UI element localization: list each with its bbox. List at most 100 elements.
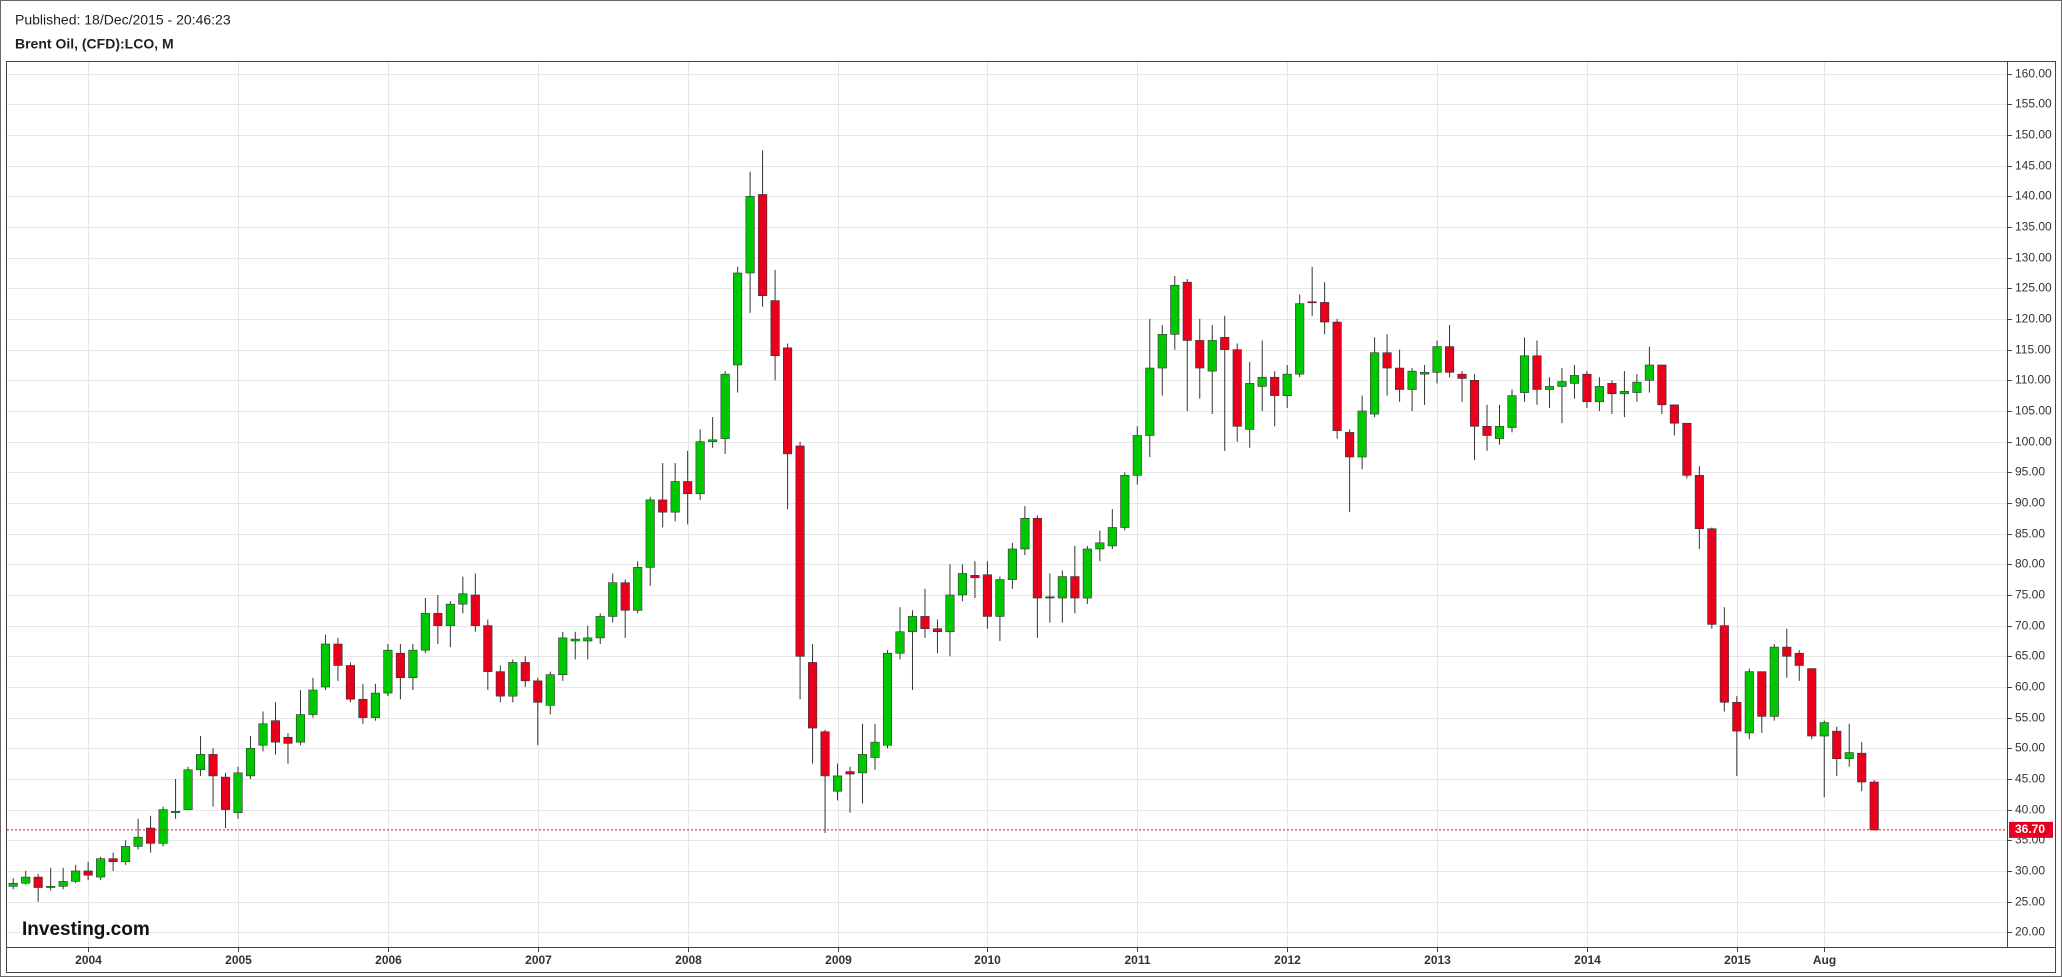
y-tick-label: 70.00 bbox=[2015, 619, 2045, 633]
y-tick-label: 75.00 bbox=[2015, 588, 2045, 602]
candle-body bbox=[1332, 321, 1342, 431]
candle-body bbox=[670, 481, 680, 513]
candle-body bbox=[720, 373, 730, 439]
x-tick-label: 2004 bbox=[75, 953, 102, 967]
candle-body bbox=[770, 300, 780, 357]
candle-body bbox=[1295, 303, 1305, 375]
y-tick-label: 25.00 bbox=[2015, 895, 2045, 909]
candle-body bbox=[108, 858, 118, 863]
candle-body bbox=[1032, 517, 1042, 599]
candle-body bbox=[533, 680, 543, 703]
candle-body bbox=[408, 649, 418, 679]
candle-body bbox=[1182, 281, 1192, 341]
candle-body bbox=[283, 736, 293, 744]
candle-body bbox=[183, 769, 193, 810]
candle-body bbox=[1807, 668, 1817, 737]
y-tick-label: 40.00 bbox=[2015, 803, 2045, 817]
candle-body bbox=[1420, 372, 1430, 375]
candle-body bbox=[308, 689, 318, 715]
candle-body bbox=[1145, 367, 1155, 436]
candle-body bbox=[1370, 352, 1380, 415]
candle-body bbox=[470, 594, 480, 626]
candle-body bbox=[1020, 517, 1030, 550]
y-tick-label: 30.00 bbox=[2015, 864, 2045, 878]
candle-body bbox=[1007, 548, 1017, 580]
x-tick-label: 2015 bbox=[1724, 953, 1751, 967]
candle-body bbox=[1819, 722, 1829, 737]
candle-body bbox=[1395, 367, 1405, 390]
y-tick-label: 130.00 bbox=[2015, 251, 2052, 265]
candle-body bbox=[208, 754, 218, 777]
y-tick-label: 100.00 bbox=[2015, 435, 2052, 449]
candle-body bbox=[1757, 671, 1767, 717]
candle-body bbox=[620, 582, 630, 611]
candle-body bbox=[1270, 376, 1280, 396]
candle-body bbox=[608, 582, 618, 617]
candle-body bbox=[808, 662, 818, 729]
candle-body bbox=[121, 846, 131, 863]
candles bbox=[8, 150, 1879, 902]
y-tick-label: 155.00 bbox=[2015, 97, 2052, 111]
candle-body bbox=[295, 714, 306, 743]
y-tick-label: 110.00 bbox=[2015, 373, 2051, 387]
candle-body bbox=[33, 876, 43, 888]
candle-body bbox=[1644, 364, 1654, 381]
candle-body bbox=[1744, 671, 1754, 734]
candle-body bbox=[845, 771, 855, 775]
candle-body bbox=[1407, 370, 1417, 390]
x-tick-label: 2014 bbox=[1574, 953, 1601, 967]
candle-body bbox=[1619, 391, 1629, 395]
candle-body bbox=[1045, 596, 1055, 599]
last-price-box bbox=[2009, 821, 2053, 838]
candle-body bbox=[258, 723, 268, 746]
candle-body bbox=[957, 573, 967, 596]
candle-body bbox=[595, 616, 605, 639]
candle-body bbox=[982, 574, 992, 617]
candle-body bbox=[1657, 364, 1667, 406]
x-tick-label: 2011 bbox=[1124, 953, 1150, 967]
chart-title: Brent Oil, (CFD):LCO, M bbox=[15, 36, 174, 52]
candle-body bbox=[1482, 426, 1492, 436]
candle-body bbox=[1844, 752, 1854, 760]
y-tick-label: 80.00 bbox=[2015, 557, 2045, 571]
candle-body bbox=[907, 616, 918, 633]
candle-body bbox=[1382, 352, 1392, 369]
candle-body bbox=[1095, 542, 1105, 550]
candle-body bbox=[633, 567, 643, 611]
y-tick-label: 90.00 bbox=[2015, 496, 2045, 510]
candle-body bbox=[1207, 340, 1217, 372]
candle-body bbox=[96, 858, 106, 878]
candle-body bbox=[1320, 302, 1330, 323]
candle-body bbox=[545, 674, 555, 706]
candle-body bbox=[383, 649, 393, 694]
candle-body bbox=[171, 811, 181, 813]
y-tick-label: 20.00 bbox=[2015, 925, 2045, 939]
candle-body bbox=[495, 671, 505, 697]
candle-body bbox=[1719, 625, 1729, 703]
candle-body bbox=[995, 579, 1005, 617]
y-tick-label: 140.00 bbox=[2015, 189, 2052, 203]
candle-body bbox=[1857, 752, 1867, 783]
candle-body bbox=[1707, 528, 1717, 625]
chart-border bbox=[6, 61, 2056, 973]
y-tick-label: 150.00 bbox=[2015, 128, 2052, 142]
y-tick-label: 135.00 bbox=[2015, 220, 2052, 234]
candle-body bbox=[1120, 475, 1130, 528]
logo: Investing.com bbox=[22, 919, 150, 940]
x-tick-label: 2006 bbox=[375, 953, 402, 967]
candle-body bbox=[583, 637, 593, 642]
candle-body bbox=[146, 827, 156, 844]
candle-body bbox=[458, 593, 468, 605]
candle-body bbox=[1307, 301, 1317, 304]
candle-body bbox=[820, 731, 830, 777]
y-tick-label: 120.00 bbox=[2015, 312, 2052, 326]
candle-body bbox=[445, 603, 455, 626]
candle-body bbox=[1445, 346, 1455, 373]
candle-body bbox=[570, 638, 580, 642]
candle-body bbox=[1082, 548, 1092, 599]
x-tick-label: 2013 bbox=[1424, 953, 1451, 967]
candle-body bbox=[1057, 576, 1067, 599]
candle-body bbox=[1232, 349, 1242, 427]
candle-body bbox=[1769, 646, 1779, 717]
